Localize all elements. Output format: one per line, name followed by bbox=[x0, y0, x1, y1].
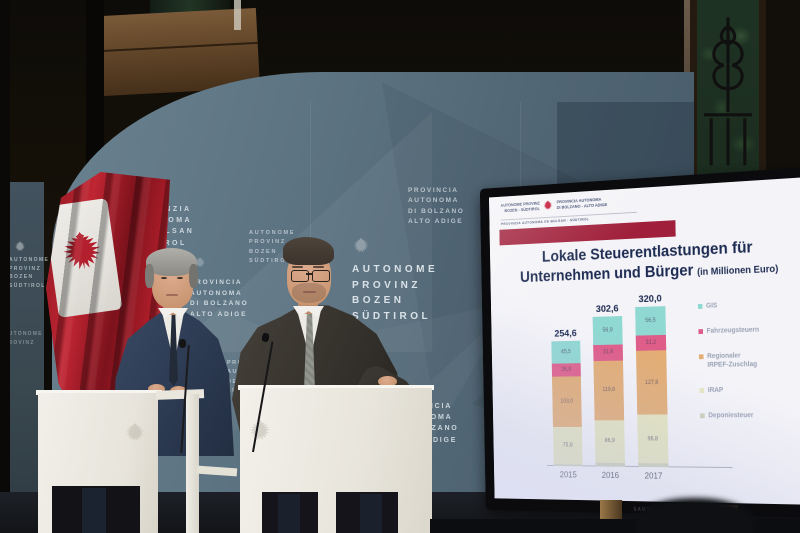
speaker-leg bbox=[82, 488, 106, 533]
x-axis-label: 2017 bbox=[644, 470, 663, 481]
logo-text-german: AUTONOME PROVINZ BOZEN - SÜDTIROL bbox=[500, 200, 540, 213]
hair-side bbox=[145, 264, 154, 288]
podium-left-opening bbox=[52, 486, 140, 533]
legend-label: GIS bbox=[706, 302, 718, 310]
podium-crest-icon bbox=[248, 418, 272, 443]
logo-text-italian: PROVINCIA AUTONOMA DI BOLZANO - ALTO ADI… bbox=[556, 196, 608, 210]
bar-segment-fahrzeugsteuern: 31,8 bbox=[593, 344, 623, 361]
bar-column: 254,6 75,8 103,0 26,9 45,5 2015 bbox=[551, 328, 583, 479]
bar-segment-irap: 75,8 bbox=[552, 427, 583, 465]
tv-screen-slide: AUTONOME PROVINZ BOZEN - SÜDTIROL PROVIN… bbox=[488, 176, 800, 505]
legend-item: GIS bbox=[697, 300, 759, 311]
podium-left-top bbox=[36, 390, 162, 395]
legend-bullet bbox=[700, 413, 705, 419]
legend-item: IRAP bbox=[699, 386, 761, 396]
banner-text: AUTONOME PROVINZ bbox=[4, 331, 43, 346]
bar-segment-fahrzeugsteuern: 26,9 bbox=[551, 363, 581, 377]
stubble bbox=[292, 283, 326, 303]
tie bbox=[169, 314, 178, 386]
tv-display: SAMSUNG AUTONOME PROVINZ BOZEN - SÜDTIRO… bbox=[479, 166, 800, 519]
x-axis-label: 2015 bbox=[559, 469, 577, 480]
speaker-leg bbox=[360, 494, 382, 533]
legend-item: Fahrzeugsteuern bbox=[698, 326, 759, 337]
bar-total-label: 254,6 bbox=[554, 327, 577, 340]
backdrop-text: PROVINCIA AUTONOMA DI BOLZANO ALTO ADIGE bbox=[190, 279, 249, 319]
bar-stack: 96,8 127,8 31,2 56,5 bbox=[635, 306, 669, 468]
chart-legend: GIS Fahrzeugsteuern Regionaler IRPEF-Zusch… bbox=[697, 300, 761, 421]
slide-title-units: (in Millionen Euro) bbox=[697, 264, 779, 279]
eagle-crest-icon bbox=[543, 199, 553, 212]
bar-segment-deponiesteuer bbox=[638, 463, 669, 468]
bar-stack: 86,9 119,8 31,8 56,9 bbox=[592, 316, 626, 467]
dark-hair bbox=[283, 237, 334, 265]
legend-label: IRAP bbox=[707, 387, 724, 395]
bar-column: 302,6 86,9 119,8 31,8 56,9 2016 bbox=[592, 302, 626, 481]
bar-segment-regionaler-irpef-zuschlag: 103,0 bbox=[552, 376, 582, 428]
podium-frame-post bbox=[186, 394, 199, 533]
photo-left-edge bbox=[0, 0, 10, 533]
legend-bullet bbox=[697, 303, 703, 309]
bar-segment-gis: 56,5 bbox=[635, 306, 666, 336]
hair-side bbox=[189, 264, 198, 288]
slide-logo-header: AUTONOME PROVINZ BOZEN - SÜDTIROL PROVIN… bbox=[501, 196, 608, 215]
bar-total-label: 302,6 bbox=[595, 302, 619, 316]
bar-stack: 75,8 103,0 26,9 45,5 bbox=[551, 341, 583, 467]
bar-column: 320,0 96,8 127,8 31,2 56,5 2017 bbox=[635, 292, 669, 481]
legend-bullet bbox=[698, 353, 704, 359]
bar-segment-deponiesteuer bbox=[553, 464, 583, 467]
legend-item: Regionaler IRPEF-Zuschlag bbox=[698, 351, 760, 371]
eagle-crest-icon bbox=[14, 240, 26, 253]
backdrop-text: PROVINCIA AUTONOMA DI BOLZANO ALTO ADIGE bbox=[408, 187, 465, 226]
glasses-icon bbox=[291, 270, 309, 282]
bar-segment-regionaler-irpef-zuschlag: 119,8 bbox=[593, 360, 625, 420]
glasses-icon bbox=[312, 270, 330, 282]
hand bbox=[148, 384, 165, 394]
stacked-bar-chart: 254,6 75,8 103,0 26,9 45,5 2015 302,6 86,9 119,8… bbox=[550, 278, 669, 481]
backdrop-text: AUTONOME PROVINZ BOZEN SÜDTIROL bbox=[249, 230, 296, 265]
bar-segment-regionaler-irpef-zuschlag: 127,8 bbox=[636, 350, 668, 415]
bar-segment-deponiesteuer bbox=[595, 462, 626, 467]
x-axis-label: 2016 bbox=[601, 470, 620, 481]
bar-segment-fahrzeugsteuern: 31,2 bbox=[635, 334, 667, 351]
banner-text: AUTONOME PROVINZ BOZEN SÜDTIROL bbox=[9, 257, 50, 289]
wrought-iron-grille-icon bbox=[704, 17, 752, 166]
podium-right-top bbox=[238, 385, 434, 390]
backdrop-text: AUTONOME PROVINZ BOZEN SÜDTIROL bbox=[352, 264, 439, 322]
legend-label: Regionaler IRPEF-Zuschlag bbox=[707, 352, 758, 370]
podium-right-opening bbox=[336, 492, 398, 533]
podium-right-opening bbox=[262, 492, 318, 533]
lit-door-edge bbox=[234, 0, 241, 30]
legend-bullet bbox=[698, 328, 704, 334]
glasses-bridge bbox=[306, 273, 313, 275]
legend-bullet bbox=[699, 388, 705, 394]
window bbox=[690, 0, 766, 186]
bar-segment-irap: 86,9 bbox=[594, 419, 625, 464]
bar-total-label: 320,0 bbox=[638, 292, 662, 306]
speaker-leg bbox=[278, 494, 300, 533]
legend-label: Deponiesteuer bbox=[708, 412, 754, 420]
hand bbox=[378, 376, 397, 387]
bar-segment-gis: 45,5 bbox=[551, 341, 581, 364]
eagle-crest-icon bbox=[352, 236, 370, 255]
podium-crest-icon bbox=[124, 421, 146, 444]
legend-label: Fahrzeugsteuern bbox=[706, 326, 760, 335]
gray-hair bbox=[146, 248, 197, 276]
bar-segment-irap: 96,8 bbox=[637, 414, 669, 464]
bar-segment-gis: 56,9 bbox=[592, 316, 623, 346]
legend-item: Deponiesteuer bbox=[700, 411, 761, 421]
microphone-left-icon bbox=[179, 339, 186, 348]
south-tyrol-flag bbox=[46, 172, 170, 430]
